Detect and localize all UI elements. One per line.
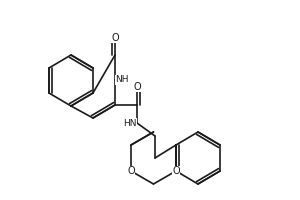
Text: HN: HN <box>124 118 137 128</box>
Text: NH: NH <box>115 75 128 84</box>
Text: O: O <box>133 82 141 92</box>
Text: O: O <box>127 166 135 176</box>
Text: O: O <box>111 33 119 43</box>
Text: O: O <box>172 166 180 176</box>
